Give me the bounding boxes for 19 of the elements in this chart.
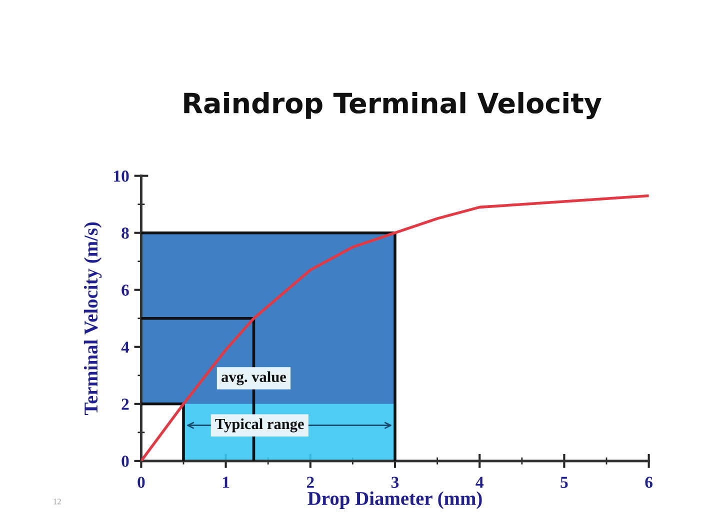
x-tick-label: 5 [560, 476, 568, 488]
x-axis-title: Drop Diameter (mm) [308, 491, 482, 509]
band-label: Typical range [215, 418, 304, 432]
x-tick-label: 4 [476, 476, 484, 488]
text: 12 [54, 498, 61, 504]
x-tick-label: 3 [391, 476, 399, 488]
y-tick-label: 8 [122, 228, 129, 239]
chart-title: Raindrop Terminal Velocity [184, 92, 602, 120]
x-tick-label: 0 [138, 476, 145, 488]
y-tick-label: 10 [114, 170, 129, 182]
y-tick-label: 0 [122, 456, 129, 467]
y-tick-label: 2 [122, 398, 129, 410]
x-tick-label: 6 [645, 476, 652, 488]
ref-line-label: avg. value [222, 371, 286, 386]
y-tick-label: 4 [121, 342, 130, 353]
x-tick-label: 1 [222, 476, 230, 488]
y-tick-label: 6 [122, 284, 129, 296]
x-tick-label: 2 [306, 476, 314, 488]
y-axis-title: Terminal Velocity (m/s) [84, 222, 102, 415]
